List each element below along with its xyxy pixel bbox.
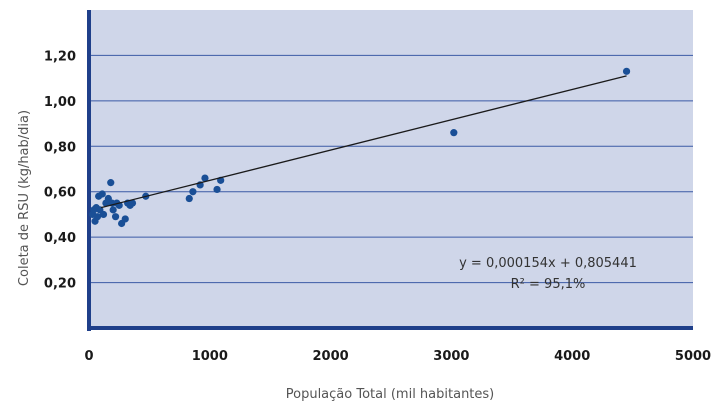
data-point	[189, 188, 197, 196]
x-tick-labels: 0 1000 2000 3000 4000 5000	[84, 349, 711, 364]
x-axis-label: População Total (mil habitantes)	[286, 387, 495, 402]
data-point	[98, 190, 106, 198]
trendline-equation: y = 0,000154x + 0,805441	[459, 256, 637, 271]
x-tick-label: 1000	[192, 349, 228, 364]
x-tick-label: 4000	[554, 349, 590, 364]
x-tick-label: 0	[84, 349, 93, 364]
y-tick-label: 1,00	[44, 95, 76, 110]
data-point	[450, 129, 458, 137]
axes	[87, 10, 693, 331]
data-point	[93, 213, 102, 221]
y-tick-label: 0,40	[44, 231, 76, 246]
data-point	[107, 179, 115, 187]
trendline	[100, 75, 627, 209]
data-point	[121, 215, 129, 223]
data-point	[213, 185, 221, 194]
y-tick-label: 0,80	[44, 140, 76, 155]
data-point	[99, 210, 108, 219]
x-tick-label: 2000	[313, 349, 349, 364]
data-point	[622, 67, 631, 75]
x-tick-label: 3000	[433, 349, 469, 364]
y-tick-label: 0,60	[44, 186, 76, 201]
data-point	[201, 174, 209, 182]
data-point	[111, 213, 120, 221]
y-tick-label: 1,20	[44, 49, 76, 64]
plot-background	[89, 10, 693, 328]
y-axis-label: Coleta de RSU (kg/hab/dia)	[17, 110, 32, 286]
x-tick-label: 5000	[675, 349, 711, 364]
data-point	[185, 194, 193, 203]
y-tick-label: 0,20	[44, 277, 76, 292]
data-point	[109, 206, 117, 214]
y-tick-labels: 0,20 0,40 0,60 0,80 1,00 1,20	[44, 49, 76, 291]
r-squared-label: R² = 95,1%	[511, 277, 586, 292]
data-points	[89, 67, 631, 228]
data-point	[128, 199, 137, 207]
